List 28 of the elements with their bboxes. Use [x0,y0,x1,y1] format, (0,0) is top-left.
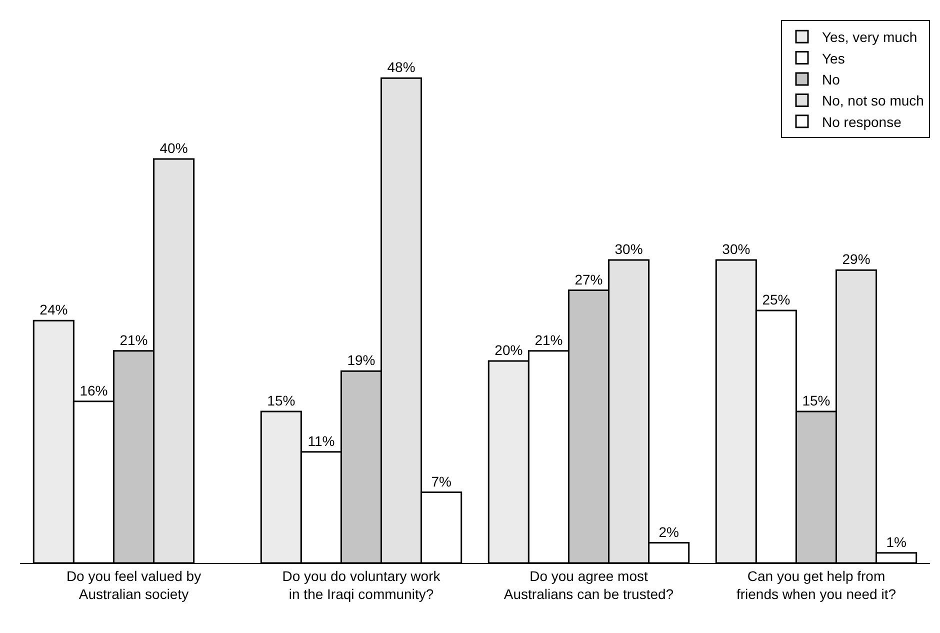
legend-label: No [822,71,840,88]
data-label: 21% [534,332,563,348]
x-tick-label: Do you agree most Australians can be trusted? [504,568,674,602]
x-tick-label: Do you do voluntary work in the Iraqi community? [282,568,442,602]
data-label: 27% [574,271,603,288]
legend-label: Yes [822,50,845,66]
data-label: 25% [762,291,790,308]
legend-label: No response [822,114,902,130]
x-tick-label: Can you get help from friends when you need it? [736,568,896,602]
data-label: 1% [886,534,906,550]
data-label: 15% [802,392,830,408]
data-label: 29% [842,251,870,268]
data-label: 7% [431,473,452,490]
data-label: 16% [80,382,108,398]
data-label: 30% [722,240,750,257]
x-tick-label: Do you feel valued by Australian society [66,568,202,602]
data-label: 30% [614,240,643,257]
data-label: 21% [120,332,148,348]
legend-label: No, not so much [822,92,924,109]
legend-label: Yes, very much [822,29,918,46]
data-label: 24% [40,302,68,318]
data-label: 40% [160,140,188,156]
data-label: 19% [347,352,376,368]
data-label: 20% [494,342,523,358]
data-label: 48% [387,59,416,76]
data-label: 11% [308,432,335,449]
data-label: 2% [658,524,679,540]
data-label: 15% [267,392,296,408]
